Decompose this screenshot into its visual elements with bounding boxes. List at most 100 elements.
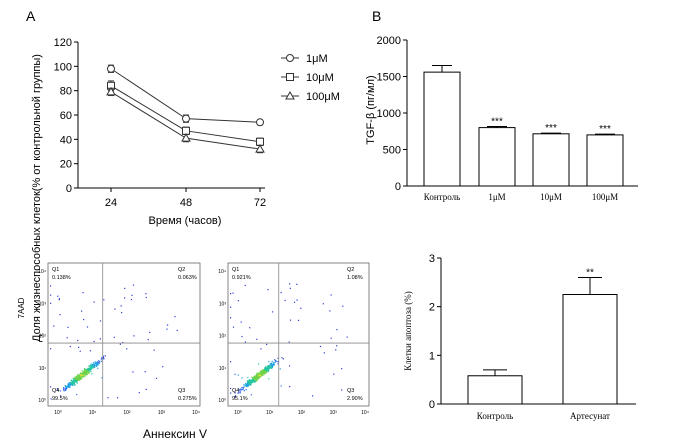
- tgf-y-tick-label: 1000: [377, 108, 401, 120]
- apop-bar: [562, 294, 618, 405]
- flow-event: [277, 363, 279, 365]
- flow-event: [98, 360, 100, 362]
- flow-event: [242, 386, 244, 389]
- flow-event: [255, 380, 257, 383]
- flow-q2-label: Q2: [347, 267, 354, 273]
- flow-event: [86, 370, 89, 372]
- flow-event: [63, 390, 65, 392]
- flow-y-tick-label: 10⁴: [38, 269, 46, 275]
- tgf-significance: ***: [599, 124, 611, 135]
- flow-event: [126, 348, 128, 350]
- flow-event: [149, 331, 151, 334]
- flow-event: [77, 379, 79, 381]
- legend-label: 10μM: [306, 72, 334, 84]
- flow-event: [260, 371, 262, 373]
- flow-event: [256, 373, 258, 375]
- flow-event: [296, 299, 298, 301]
- flow-x-tick-label: 10²: [298, 410, 306, 416]
- flow-event: [281, 357, 283, 359]
- flow-event: [263, 371, 265, 373]
- line-x-label: Время (часов): [149, 215, 222, 227]
- flow-event: [57, 389, 59, 391]
- flow-event: [120, 305, 122, 307]
- flow-event: [264, 371, 267, 373]
- flow-event: [88, 367, 90, 370]
- flow-event: [300, 307, 302, 309]
- flow-event: [336, 328, 338, 331]
- flow-event: [98, 363, 100, 365]
- line-x-tick-label: 48: [180, 197, 192, 209]
- flow-q3-value: 0.275%: [178, 396, 197, 402]
- flow-event: [81, 375, 84, 377]
- flow-event: [53, 325, 55, 327]
- flow-event: [243, 390, 245, 392]
- tgf-bar: [586, 134, 624, 187]
- flow-q2-value: 0.063%: [178, 275, 197, 281]
- flow-event: [255, 379, 257, 381]
- flow-event: [73, 381, 75, 383]
- flow-x-tick-label: 10⁰: [54, 410, 62, 416]
- flow-event: [70, 384, 72, 386]
- flow-event: [78, 375, 80, 377]
- flow-event: [87, 367, 89, 369]
- flow-event: [262, 371, 264, 373]
- flow-event: [249, 381, 251, 383]
- flow-event: [271, 366, 274, 369]
- flow-event: [97, 364, 99, 366]
- flow-event: [74, 384, 76, 386]
- flow-event: [67, 326, 69, 329]
- flow-event: [63, 387, 65, 389]
- flow-event: [274, 359, 276, 362]
- flow-event: [260, 348, 262, 350]
- flow-event: [87, 371, 90, 373]
- tgf-y-tick-label: 0: [395, 181, 401, 193]
- flow-event: [86, 373, 89, 375]
- flow-event: [258, 374, 260, 376]
- flow-event: [288, 283, 291, 285]
- flow-event: [296, 283, 298, 285]
- flow-event: [93, 340, 95, 343]
- flow-event: [76, 378, 78, 380]
- flow-event: [66, 385, 69, 387]
- flow-event: [273, 364, 275, 366]
- apop-category-label: Артесунат: [570, 411, 610, 421]
- flow-event: [90, 366, 92, 369]
- flow-event: [248, 382, 250, 384]
- flow-event: [261, 369, 263, 372]
- flow-event: [93, 364, 95, 366]
- tgf-y-tick-label: 2000: [377, 35, 401, 47]
- flow-event: [270, 365, 272, 367]
- flow-event: [76, 379, 78, 381]
- flow-event: [67, 384, 69, 386]
- flow-event: [250, 384, 252, 386]
- line-y-label: Доля жизнеспособных клеток(% от контроль…: [31, 54, 43, 342]
- flow-event: [145, 296, 147, 299]
- flow-event: [238, 389, 240, 391]
- flow-event: [77, 339, 79, 342]
- legend-label: 1μM: [306, 53, 328, 65]
- flow-event: [57, 295, 59, 297]
- flow-event: [246, 383, 248, 385]
- flow-event: [259, 374, 261, 376]
- flow-event: [80, 374, 82, 376]
- flow-event: [99, 320, 102, 322]
- flow-event: [341, 389, 343, 391]
- flow-event: [95, 362, 98, 364]
- flow-event: [266, 371, 268, 373]
- flow-event: [242, 387, 245, 389]
- flow-event: [69, 385, 71, 387]
- flow-event: [86, 373, 88, 375]
- flow-event: [248, 379, 251, 381]
- flow-x-tick-label: 10¹: [266, 410, 274, 416]
- flow-event: [256, 374, 258, 376]
- flow-plot-2: 10⁰ 10¹ 10² 10³ 10⁴ 10⁴ 10³ 10² 10¹ 10⁰ Q1 0.921% Q2…: [218, 262, 370, 416]
- apop-y-tick-label: 2: [429, 302, 435, 314]
- flow-event: [251, 378, 254, 380]
- flow-event: [85, 372, 87, 374]
- flow-event: [256, 377, 258, 379]
- flow-event: [94, 361, 96, 363]
- flow-event: [144, 371, 146, 373]
- flow-event: [288, 365, 291, 367]
- flow-event: [256, 376, 258, 378]
- flow-event: [239, 388, 241, 390]
